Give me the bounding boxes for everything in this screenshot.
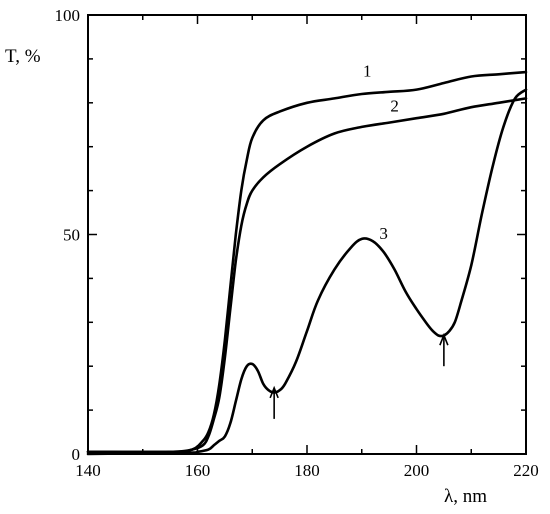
curve-labels: 12 3	[269, 61, 449, 419]
arrow-marker	[269, 385, 279, 419]
x-tick-label: 140	[75, 461, 101, 480]
y-tick-label: 0	[72, 445, 81, 464]
x-tick-label: 160	[185, 461, 211, 480]
curve-label: 2	[390, 97, 399, 116]
series-line-3	[86, 88, 528, 456]
series-line-1	[86, 70, 528, 454]
plot-frame	[87, 14, 527, 455]
arrow-marker	[439, 333, 449, 367]
curve-label: 1	[363, 61, 372, 80]
series-line-2	[86, 97, 528, 454]
x-tick-label: 180	[294, 461, 320, 480]
x-tick-label: 220	[513, 461, 539, 480]
tick-labels: 140 160 180 200 220 0 50 100	[55, 6, 539, 480]
curve-label: 3	[379, 224, 388, 243]
x-axis-title: λ, nm	[444, 486, 487, 507]
y-axis-title: T, %	[5, 46, 41, 67]
y-tick-label: 50	[63, 226, 80, 245]
series-lines	[86, 70, 528, 456]
axis-ticks	[87, 14, 527, 455]
x-tick-label: 200	[404, 461, 430, 480]
y-tick-label: 100	[55, 6, 81, 25]
